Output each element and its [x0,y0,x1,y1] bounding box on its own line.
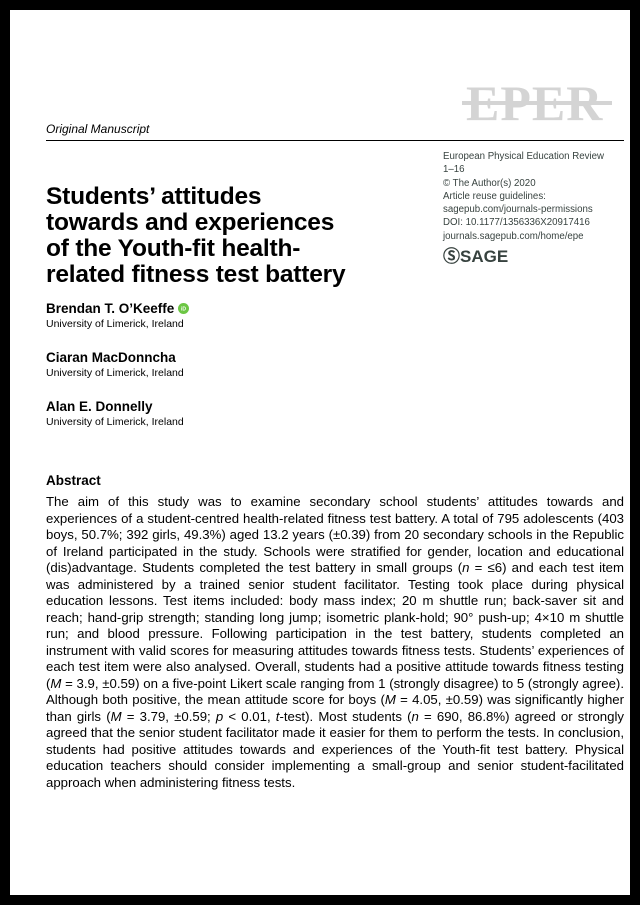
svg-text:iD: iD [181,307,186,313]
